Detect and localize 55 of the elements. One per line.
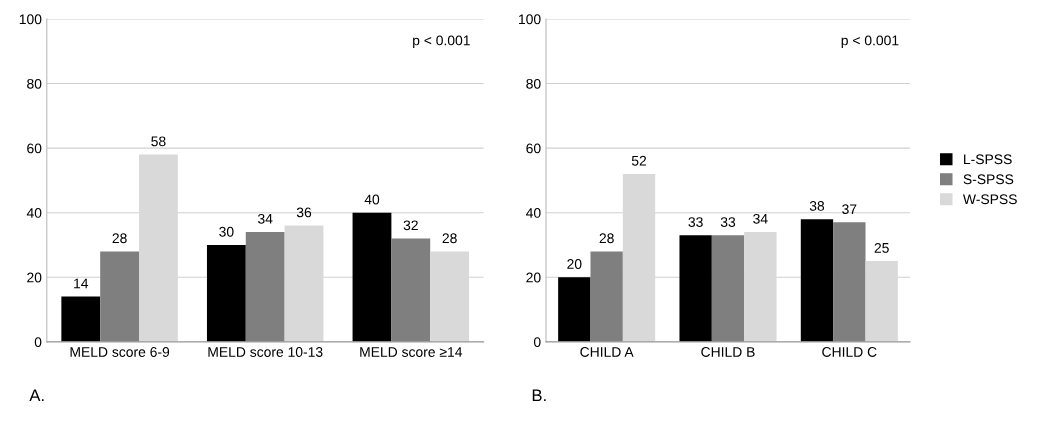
x-tick-label: MELD score 10-13 [208, 347, 323, 357]
bar [100, 251, 140, 342]
y-tick-label: 20 [27, 272, 42, 283]
bar [206, 244, 246, 342]
data-label: 20 [567, 259, 582, 269]
data-label: 25 [874, 242, 889, 253]
data-label: 33 [688, 217, 703, 227]
bar [711, 235, 745, 342]
y-tick-label: 0 [34, 337, 42, 347]
bar [61, 296, 101, 342]
bar [833, 222, 866, 342]
y-tick-label: 80 [526, 78, 541, 89]
annotation: p < 0.001 [413, 35, 470, 49]
y-tick-label: 40 [26, 208, 42, 218]
data-label: 37 [842, 204, 857, 215]
x-tick-label: CHILD A [580, 347, 634, 357]
bar [558, 277, 591, 342]
bar [800, 219, 834, 342]
y-tick-label: 60 [27, 143, 42, 154]
data-label: 40 [364, 194, 380, 205]
data-label: 58 [151, 136, 166, 147]
data-label: 14 [74, 278, 89, 289]
bar [391, 238, 431, 342]
x-tick-label: MELD score ≥14 [360, 347, 463, 357]
y-tick-label: 40 [526, 208, 541, 218]
bar [679, 235, 712, 342]
data-label: 28 [112, 233, 127, 244]
bar [352, 212, 392, 342]
data-label: 33 [720, 217, 736, 227]
data-label: 28 [599, 233, 614, 244]
legend-label: S-SPSS [963, 174, 1014, 185]
data-label: 30 [219, 226, 234, 237]
annotation: p < 0.001 [841, 35, 899, 49]
data-label: 52 [631, 155, 647, 166]
x-tick-label: CHILD B [701, 347, 755, 357]
legend-label: W-SPSS [962, 194, 1017, 205]
legend-label: L-SPSS [964, 154, 1012, 165]
data-label: 32 [403, 220, 418, 231]
y-tick-label: 100 [19, 14, 42, 25]
data-label: 34 [258, 213, 273, 224]
x-tick-label: CHILD C [822, 347, 877, 357]
data-label: 28 [442, 233, 457, 244]
x-tick-label: MELD score 6-9 [70, 347, 170, 357]
text: A. [29, 389, 44, 402]
data-label: 36 [296, 207, 312, 218]
bar [245, 232, 285, 342]
data-label: 34 [753, 213, 768, 224]
y-tick-label: 80 [27, 78, 42, 89]
y-tick-label: 60 [526, 143, 541, 154]
y-tick-label: 0 [533, 337, 541, 347]
y-tick-label: 100 [519, 14, 541, 25]
bar [590, 251, 623, 342]
y-tick-label: 20 [526, 272, 541, 283]
text: B. [532, 389, 546, 402]
data-label: 38 [809, 201, 825, 211]
